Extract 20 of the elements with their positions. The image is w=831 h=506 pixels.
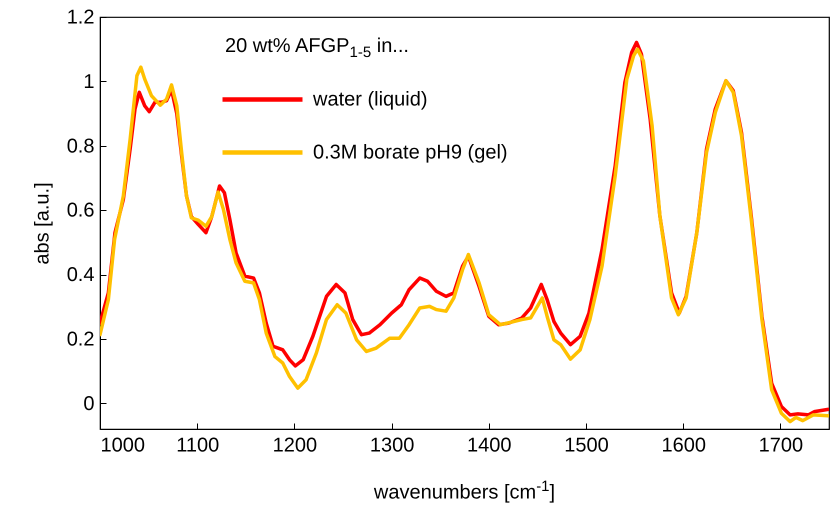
y-tick-label: 0.4 [66, 264, 94, 286]
y-tick-label: 0.2 [66, 328, 94, 350]
x-tick-label: 1000 [100, 434, 145, 456]
x-tick-label: 1300 [370, 434, 414, 456]
x-tick-label: 1200 [272, 434, 318, 456]
legend-title: 20 wt% AFGP$_{1-5}$ in... [225, 35, 409, 61]
y-tick-label: 0.8 [66, 135, 94, 158]
x-tick-label: 1600 [661, 434, 706, 456]
y-tick-label: 1 [83, 70, 94, 93]
y-tick-label: 0.6 [66, 200, 94, 222]
y-tick-label: 0 [83, 392, 94, 415]
y-axis-title: abs [a.u.] [32, 182, 54, 265]
x-tick-label: 1400 [467, 434, 512, 456]
legend-label: water (liquid) [312, 88, 428, 110]
x-tick-label: 1700 [758, 434, 804, 456]
y-tick-label: 1.2 [66, 6, 94, 28]
x-axis-title: wavenumbers [cm$^{-1}$] [374, 478, 556, 505]
legend-label: 0.3M borate pH9 (gel) [313, 142, 508, 164]
x-tick-label: 1100 [176, 434, 220, 456]
x-tick-label: 1500 [564, 434, 609, 456]
